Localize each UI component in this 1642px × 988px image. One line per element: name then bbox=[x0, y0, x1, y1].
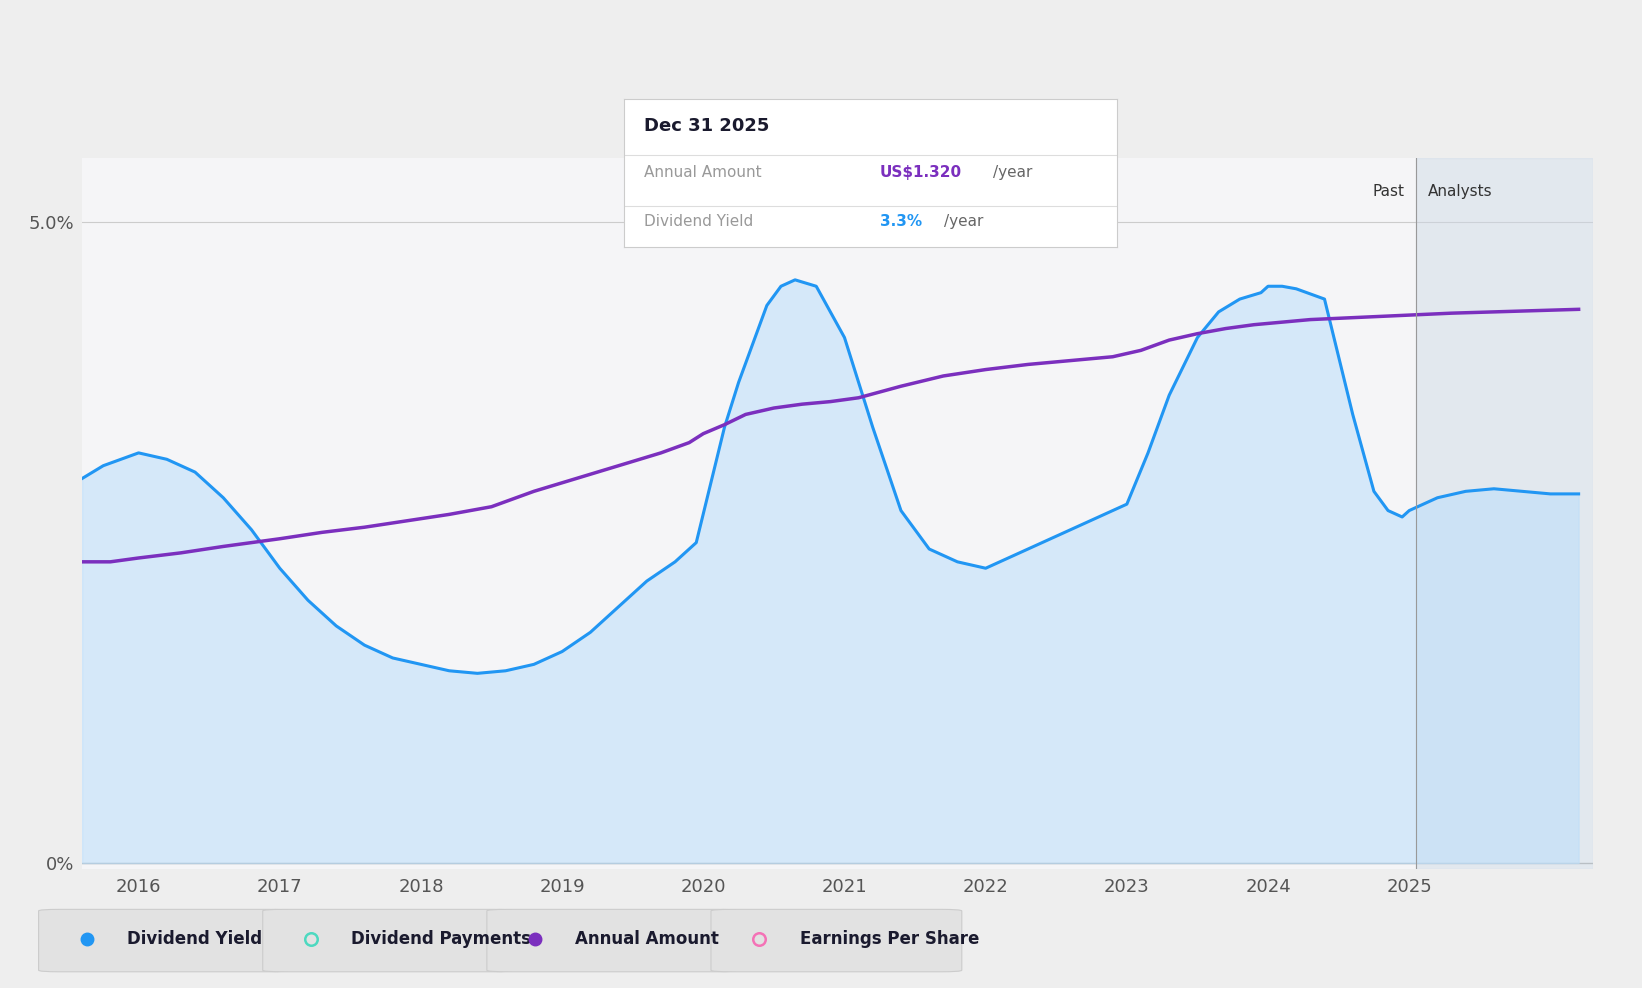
Text: Analysts: Analysts bbox=[1427, 184, 1493, 200]
Text: Dividend Yield: Dividend Yield bbox=[126, 930, 263, 947]
Text: Dec 31 2025: Dec 31 2025 bbox=[644, 117, 768, 134]
FancyBboxPatch shape bbox=[39, 909, 289, 972]
FancyBboxPatch shape bbox=[488, 909, 737, 972]
Text: 3.3%: 3.3% bbox=[880, 214, 923, 229]
Text: Annual Amount: Annual Amount bbox=[644, 166, 762, 181]
Text: US$1.320: US$1.320 bbox=[880, 166, 962, 181]
FancyBboxPatch shape bbox=[711, 909, 962, 972]
Bar bbox=[1417, 158, 1593, 869]
Text: Dividend Payments: Dividend Payments bbox=[351, 930, 532, 947]
Text: Annual Amount: Annual Amount bbox=[575, 930, 719, 947]
Text: Earnings Per Share: Earnings Per Share bbox=[800, 930, 979, 947]
Text: /year: /year bbox=[944, 214, 984, 229]
Text: Past: Past bbox=[1373, 184, 1406, 200]
Text: /year: /year bbox=[993, 166, 1033, 181]
FancyBboxPatch shape bbox=[263, 909, 514, 972]
Text: Dividend Yield: Dividend Yield bbox=[644, 214, 754, 229]
